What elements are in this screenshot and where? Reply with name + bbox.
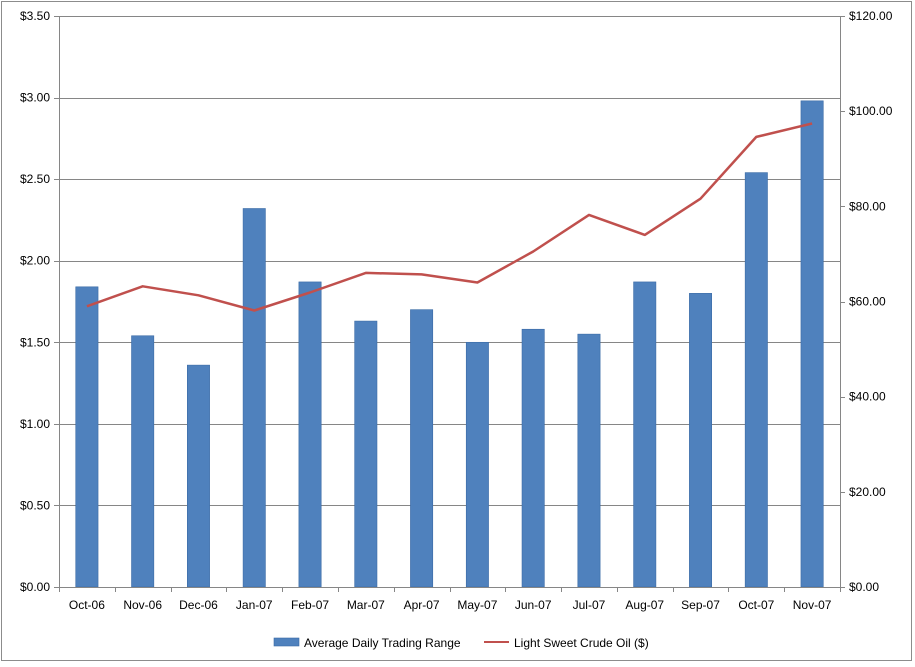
bar bbox=[131, 335, 155, 588]
right-axis-tick-label: $100.00 bbox=[849, 104, 893, 118]
bar bbox=[521, 328, 545, 588]
left-axis-tick-label: $0.50 bbox=[20, 498, 50, 512]
x-axis-tick-labels: Oct-06 Nov-06 Dec-06 Jan-07 Feb-07 Mar-07 Apr-… bbox=[69, 598, 832, 612]
right-axis-tick-label: $120.00 bbox=[849, 9, 893, 23]
left-axis-tick-label: $3.00 bbox=[20, 91, 50, 105]
left-axis-tick-label: $1.00 bbox=[20, 417, 50, 431]
right-axis-tick-labels: $0.00 $20.00 $40.00 $60.00 $80.00 $100.00 $120… bbox=[849, 9, 893, 594]
bar-series bbox=[75, 100, 824, 588]
left-axis-tick-label: $3.50 bbox=[20, 9, 50, 23]
x-axis-tick-label: Apr-07 bbox=[404, 598, 440, 612]
bar bbox=[410, 309, 434, 588]
right-axis-tick-label: $40.00 bbox=[849, 390, 886, 404]
x-axis-tick-label: Oct-06 bbox=[69, 598, 105, 612]
right-axis-tick-label: $0.00 bbox=[849, 580, 879, 594]
left-axis-tick-label: $1.50 bbox=[20, 335, 50, 349]
line-series bbox=[86, 122, 813, 312]
left-axis-tick-label: $0.00 bbox=[20, 580, 50, 594]
bar bbox=[298, 281, 322, 588]
legend: Average Daily Trading Range Light Sweet … bbox=[273, 636, 649, 650]
axes bbox=[54, 16, 845, 592]
legend-bar-label: Average Daily Trading Range bbox=[304, 636, 461, 650]
bar bbox=[577, 333, 601, 588]
bar bbox=[744, 172, 768, 588]
bar bbox=[187, 364, 210, 588]
bar bbox=[242, 208, 266, 588]
left-axis-tick-label: $2.00 bbox=[20, 254, 50, 268]
bar bbox=[75, 286, 99, 588]
x-axis-tick-label: Nov-06 bbox=[123, 598, 162, 612]
bar bbox=[633, 281, 657, 588]
bar bbox=[354, 320, 378, 588]
x-axis-tick-label: Jul-07 bbox=[573, 598, 606, 612]
legend-bar-swatch bbox=[273, 637, 300, 647]
x-axis-tick-label: May-07 bbox=[457, 598, 497, 612]
bar bbox=[689, 293, 712, 588]
right-axis-tick-label: $20.00 bbox=[849, 485, 886, 499]
x-axis-tick-label: Sep-07 bbox=[681, 598, 720, 612]
x-axis-tick-label: Mar-07 bbox=[347, 598, 385, 612]
x-axis-tick-label: Jun-07 bbox=[515, 598, 552, 612]
x-axis-tick-label: Oct-07 bbox=[738, 598, 774, 612]
x-axis-tick-label: Aug-07 bbox=[625, 598, 664, 612]
right-axis-tick-label: $80.00 bbox=[849, 199, 886, 213]
line-path bbox=[86, 122, 813, 312]
gridlines bbox=[59, 16, 840, 506]
bar bbox=[800, 100, 824, 588]
x-axis-tick-label: Feb-07 bbox=[291, 598, 329, 612]
x-axis-tick-label: Dec-06 bbox=[179, 598, 218, 612]
right-axis-tick-label: $60.00 bbox=[849, 295, 886, 309]
x-axis-tick-label: Nov-07 bbox=[793, 598, 832, 612]
bar bbox=[465, 341, 489, 588]
x-axis-tick-label: Jan-07 bbox=[236, 598, 273, 612]
left-axis-tick-labels: $0.00 $0.50 $1.00 $1.50 $2.00 $2.50 $3.00 $3.50 bbox=[20, 9, 50, 594]
legend-line-label: Light Sweet Crude Oil ($) bbox=[514, 636, 649, 650]
left-axis-tick-label: $2.50 bbox=[20, 172, 50, 186]
